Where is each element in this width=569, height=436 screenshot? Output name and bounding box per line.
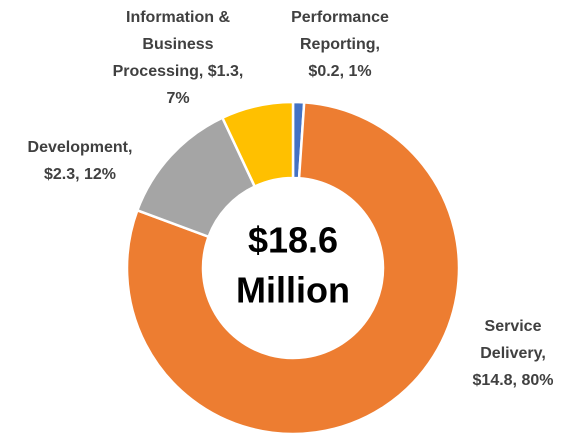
center-label: Million <box>236 270 350 311</box>
data-label: 7% <box>166 90 189 107</box>
data-label: Processing, $1.3, <box>113 63 244 80</box>
data-label: $2.3, 12% <box>44 166 116 183</box>
center-label: $18.6 <box>248 220 338 261</box>
data-label: Development, <box>28 139 133 156</box>
donut-slice <box>220 100 295 189</box>
data-label: $0.2, 1% <box>308 63 371 80</box>
data-label: Business <box>142 36 213 53</box>
data-label: $14.8, 80% <box>473 372 554 389</box>
donut-slice <box>125 101 461 436</box>
data-label: Delivery, <box>480 345 546 362</box>
data-label: Performance <box>291 9 389 26</box>
data-label: Information & <box>126 9 230 26</box>
data-label: Reporting, <box>300 36 380 53</box>
data-label: Service <box>485 318 542 335</box>
